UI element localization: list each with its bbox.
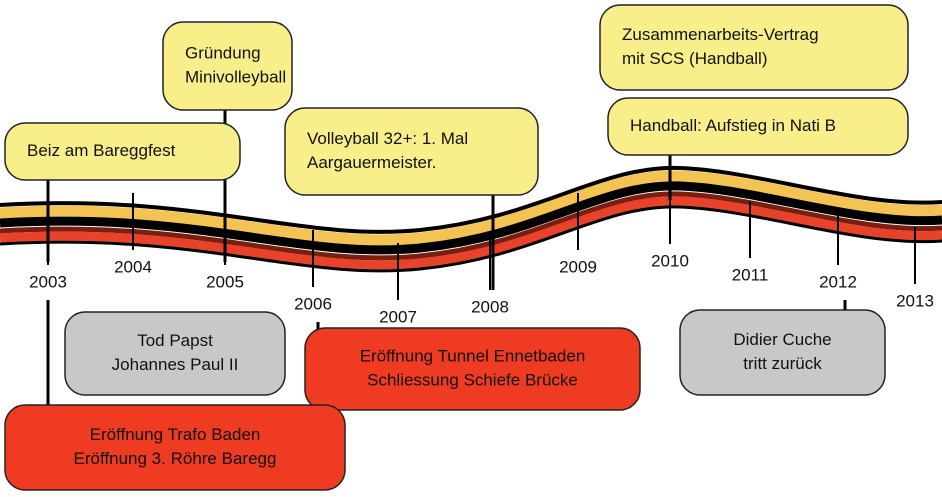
event-box: Didier Cuche tritt zurück [679,309,886,396]
event-text: Minivolleyball [185,67,286,86]
event-bg [4,404,346,491]
event-text: Johannes Paul II [112,355,239,374]
event-bg [599,4,909,91]
year-label: 2004 [114,257,152,276]
event-box: Beiz am Bareggfest [4,122,241,181]
event-text: Handball: Aufstieg in Nati B [630,116,836,135]
event-bg [4,122,241,181]
event-text: Volleyball 32+: 1. Mal [307,129,468,148]
event-bg [304,327,641,411]
year-label: 2008 [471,297,509,316]
year-label: 2009 [559,257,597,276]
event-box: Handball: Aufstieg in Nati B [607,97,909,156]
wave [0,165,942,273]
event-text: tritt zurück [743,354,822,373]
year-label: 2012 [819,272,857,291]
event-text: mit SCS (Handball) [622,49,768,68]
event-text: Eröffnung Trafo Baden [90,425,261,444]
event-text: Didier Cuche [733,330,831,349]
event-box: Zusammenarbeits-Vertrag mit SCS (Handball… [599,4,909,91]
event-text: Beiz am Bareggfest [27,141,176,160]
event-text: Eröffnung Tunnel Ennetbaden [360,346,586,365]
event-box: Gründung Minivolleyball [162,21,293,111]
year-label: 2005 [206,272,244,291]
event-bg [284,107,539,196]
event-text: Tod Papst [137,331,213,350]
event-text: Eröffnung 3. Röhre Baregg [74,449,277,468]
event-box: Eröffnung Trafo Baden Eröffnung 3. Röhre … [4,404,346,491]
year-label: 2003 [29,272,67,291]
event-box: Volleyball 32+: 1. Mal Aargauermeister. [284,107,539,196]
event-text: Aargauermeister. [307,153,436,172]
year-label: 2007 [379,307,417,326]
year-label: 2010 [651,251,689,270]
event-bg [162,21,293,111]
event-bg [607,97,909,156]
event-box: Eröffnung Tunnel Ennetbaden Schliessung S… [304,327,641,411]
event-bg [679,309,886,396]
event-text: Zusammenarbeits-Vertrag [622,25,819,44]
event-text: Gründung [185,43,261,62]
event-text: Schliessung Schiefe Brücke [367,370,578,389]
year-label: 2011 [732,265,769,284]
year-label: 2006 [294,294,332,313]
event-box: Tod Papst Johannes Paul II [64,311,286,396]
year-label: 2013 [896,291,934,310]
event-bg [64,311,286,396]
